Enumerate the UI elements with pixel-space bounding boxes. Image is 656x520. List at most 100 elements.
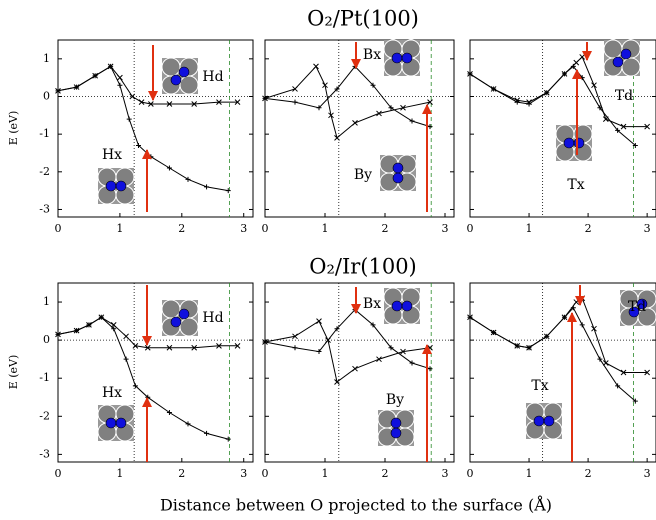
oxygen-atom xyxy=(401,52,413,64)
data-point xyxy=(334,379,340,385)
x-tick-label: 2 xyxy=(585,467,592,480)
oxygen-atom xyxy=(178,66,190,78)
y-axis-label: E (eV) xyxy=(7,111,20,146)
data-point xyxy=(234,99,241,105)
x-tick-label: 1 xyxy=(322,467,329,480)
data-point xyxy=(334,326,340,332)
data-point xyxy=(292,345,298,351)
data-point xyxy=(370,82,376,88)
data-point xyxy=(352,365,358,372)
data-point xyxy=(427,99,433,105)
data-point xyxy=(216,99,222,105)
molecule-icon xyxy=(603,39,641,77)
y-tick-label: -1 xyxy=(39,127,50,140)
oxygen-atom xyxy=(636,298,648,310)
data-point xyxy=(166,101,173,107)
x-tick-label: 3 xyxy=(442,467,449,480)
annotation: Bx xyxy=(363,47,381,63)
data-point xyxy=(55,88,61,94)
oxygen-atom xyxy=(390,417,402,429)
oxygen-atom xyxy=(105,417,117,429)
data-point xyxy=(615,383,621,389)
data-point xyxy=(292,86,298,92)
oxygen-atom xyxy=(392,172,404,184)
data-point xyxy=(225,436,231,442)
surface-atom xyxy=(603,39,623,59)
x-tick-label: 2 xyxy=(382,467,389,480)
plot-frame xyxy=(57,282,254,463)
x-tick-label: 1 xyxy=(116,467,123,480)
oxygen-atom xyxy=(533,415,545,427)
annotation: Tx xyxy=(531,378,548,394)
y-tick-label: -2 xyxy=(39,409,50,422)
data-point xyxy=(632,398,638,404)
data-point xyxy=(561,71,567,77)
data-point xyxy=(591,82,597,89)
x-tick-label: 2 xyxy=(585,222,592,235)
x-tick-label: 2 xyxy=(178,467,185,480)
x-tick-label: 0 xyxy=(467,467,474,480)
molecule-icon xyxy=(383,39,421,77)
data-point xyxy=(620,369,627,376)
data-point xyxy=(123,333,129,340)
oxygen-atom xyxy=(392,162,404,174)
data-point xyxy=(204,184,210,190)
annotation: Hd xyxy=(202,310,223,326)
x-tick-label: 0 xyxy=(55,467,62,480)
data-point xyxy=(166,344,173,351)
data-point xyxy=(570,305,576,311)
x-tick-label: 1 xyxy=(116,222,123,235)
data-point xyxy=(148,101,154,107)
data-point xyxy=(388,105,394,111)
oxygen-atom xyxy=(105,180,117,192)
plot-frame xyxy=(469,282,656,463)
surface-atom xyxy=(161,57,181,77)
data-point xyxy=(561,314,567,320)
oxygen-atom xyxy=(391,52,403,64)
series-line xyxy=(469,65,636,146)
data-point xyxy=(138,99,145,105)
data-point xyxy=(313,63,319,70)
data-point xyxy=(467,71,473,77)
data-point xyxy=(117,82,123,88)
surface-atom xyxy=(161,299,181,319)
data-point xyxy=(514,99,520,105)
data-point xyxy=(514,343,520,349)
oxygen-atom xyxy=(391,300,403,312)
data-point xyxy=(400,104,406,111)
oxygen-atom xyxy=(390,427,402,439)
data-point xyxy=(204,430,210,436)
oxygen-atom xyxy=(612,56,624,68)
molecule-icon xyxy=(555,124,593,162)
data-point xyxy=(191,344,198,351)
data-point xyxy=(108,63,114,69)
x-tick-label: 1 xyxy=(526,222,533,235)
data-point xyxy=(544,90,550,96)
annotation: Td xyxy=(628,299,646,315)
surface-atom xyxy=(621,57,641,77)
data-point xyxy=(591,325,597,332)
annotation: Hx xyxy=(102,385,122,401)
y-tick-label: 0 xyxy=(43,89,50,102)
data-point xyxy=(132,342,139,349)
annotation: Hx xyxy=(102,147,122,163)
annotation: By xyxy=(386,392,404,408)
annotation: Td xyxy=(615,88,633,104)
x-tick-label: 0 xyxy=(467,222,474,235)
molecule-icon xyxy=(161,299,199,337)
molecule-icon xyxy=(379,154,417,192)
x-tick-label: 3 xyxy=(644,467,651,480)
plot-frame xyxy=(57,39,254,218)
data-point xyxy=(225,188,231,194)
data-point xyxy=(352,119,358,126)
annotation: Bx xyxy=(363,296,381,312)
x-tick-label: 0 xyxy=(262,467,269,480)
data-point xyxy=(144,344,151,351)
data-point xyxy=(376,356,382,363)
oxygen-atom xyxy=(178,308,190,320)
x-tick-label: 3 xyxy=(240,222,247,235)
data-point xyxy=(597,356,603,362)
data-point xyxy=(644,369,650,376)
data-point xyxy=(262,339,268,345)
